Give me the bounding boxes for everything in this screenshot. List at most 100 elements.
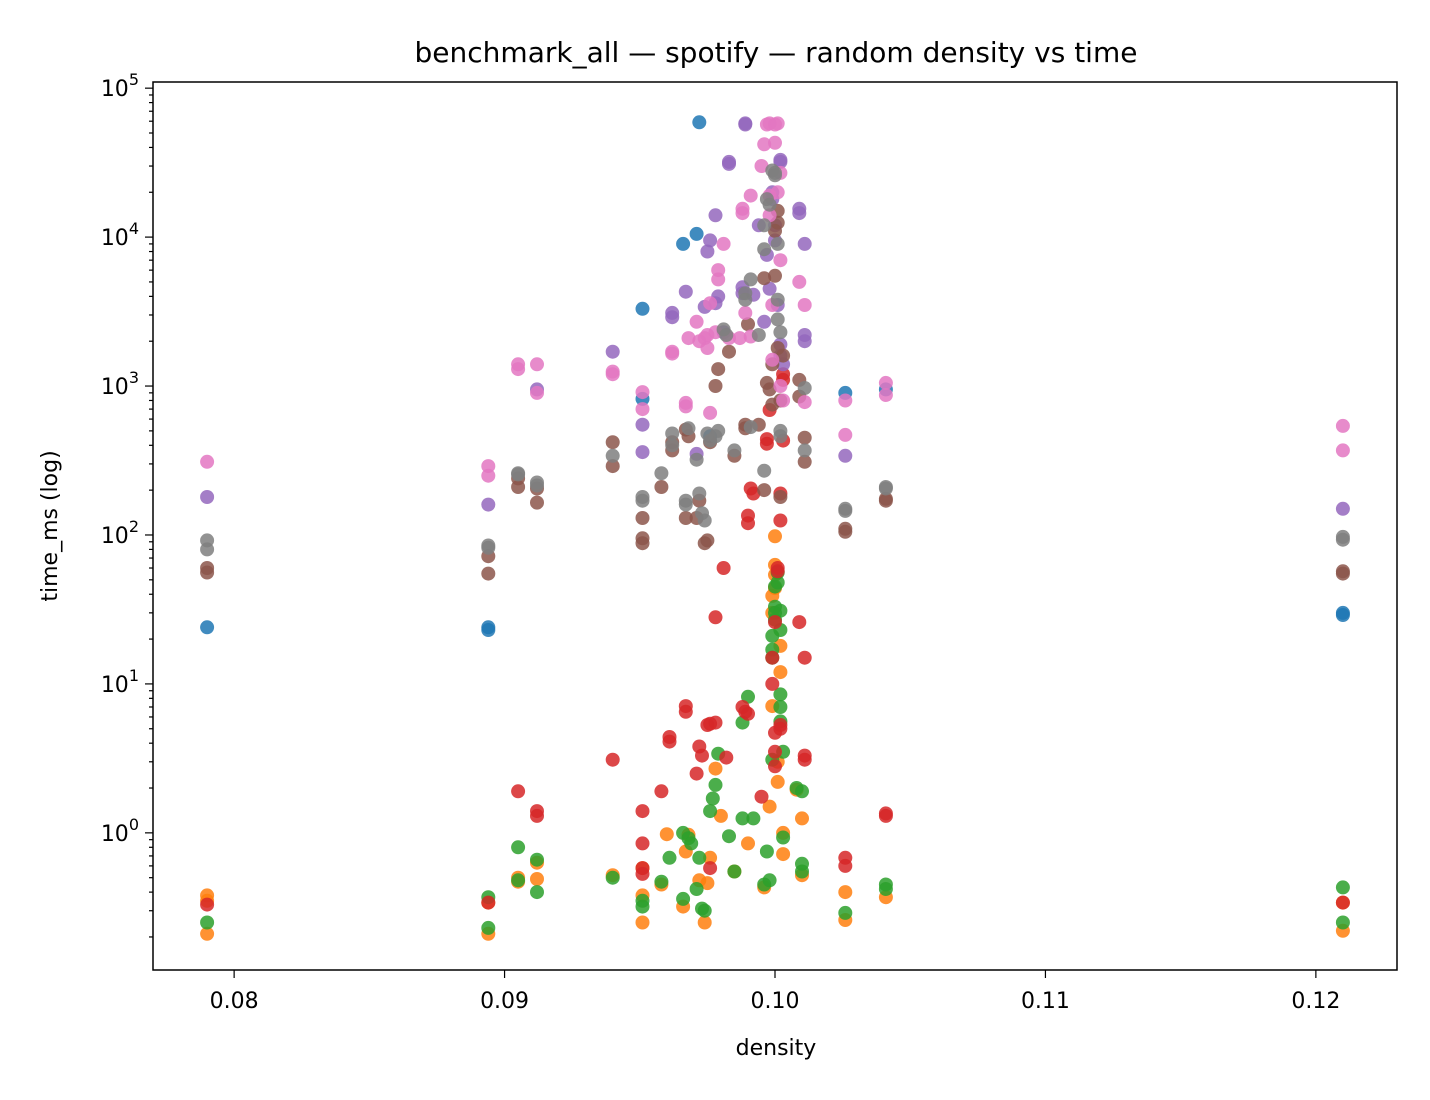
- data-point: [838, 393, 853, 408]
- data-point: [681, 331, 696, 346]
- data-point: [762, 799, 777, 814]
- data-point: [754, 789, 769, 804]
- data-point: [635, 804, 650, 819]
- data-point: [605, 459, 620, 474]
- x-tick-label: 0.09: [480, 989, 529, 1014]
- data-point: [530, 357, 544, 372]
- data-point: [708, 761, 723, 776]
- data-point: [689, 452, 704, 467]
- data-point: [838, 427, 853, 442]
- data-point: [635, 836, 650, 851]
- data-point: [878, 808, 893, 823]
- x-tick-label: 0.11: [1021, 989, 1070, 1014]
- data-point: [678, 284, 693, 299]
- data-point: [722, 344, 736, 359]
- data-point: [768, 744, 782, 759]
- data-point: [697, 903, 712, 918]
- data-point: [703, 296, 718, 311]
- data-point: [481, 920, 496, 935]
- data-point: [776, 847, 791, 862]
- data-point: [200, 926, 215, 941]
- data-point: [703, 861, 718, 876]
- data-point: [741, 836, 755, 851]
- data-point: [795, 811, 809, 826]
- data-point: [757, 242, 772, 257]
- data-point: [757, 483, 772, 498]
- data-point: [770, 575, 785, 590]
- data-point: [770, 185, 785, 200]
- data-point: [738, 286, 753, 301]
- data-point: [719, 750, 734, 765]
- data-point: [684, 836, 699, 851]
- data-point: [773, 379, 788, 393]
- data-point: [200, 897, 215, 912]
- data-point: [838, 905, 853, 920]
- data-point: [754, 159, 769, 173]
- y-tick-label: 102: [101, 517, 139, 549]
- y-axis-label: time_ms (log): [38, 450, 63, 601]
- data-point: [746, 811, 761, 826]
- data-point: [700, 244, 715, 259]
- data-point: [678, 704, 693, 719]
- data-point: [770, 236, 785, 251]
- data-point: [776, 348, 791, 363]
- data-point: [1335, 915, 1350, 930]
- data-point: [768, 135, 782, 150]
- data-point: [200, 561, 215, 575]
- data-point: [654, 480, 669, 494]
- data-point: [708, 777, 723, 792]
- data-point: [200, 490, 215, 504]
- data-point: [751, 328, 766, 342]
- data-point: [770, 774, 785, 789]
- data-point: [200, 915, 215, 930]
- data-point: [692, 486, 707, 501]
- data-point: [678, 511, 693, 525]
- data-point: [689, 766, 704, 781]
- data-point: [773, 325, 788, 340]
- y-tick-label: 100: [101, 815, 139, 847]
- data-point: [797, 381, 812, 395]
- data-point: [776, 830, 791, 845]
- points-layer: [200, 115, 1350, 941]
- data-point: [878, 882, 893, 896]
- data-point: [703, 233, 718, 248]
- data-point: [773, 603, 788, 618]
- y-tick-label: 105: [101, 70, 139, 102]
- data-point: [762, 382, 777, 397]
- y-tick-label: 101: [101, 666, 139, 698]
- data-point: [481, 623, 496, 637]
- data-point: [776, 393, 791, 408]
- data-point: [681, 421, 696, 436]
- data-point: [605, 870, 620, 885]
- data-point: [200, 620, 215, 635]
- data-point: [768, 168, 782, 183]
- data-point: [635, 866, 650, 881]
- data-point: [762, 873, 777, 888]
- data-point: [1335, 418, 1350, 433]
- data-point: [481, 538, 496, 553]
- data-point: [711, 423, 726, 438]
- data-point: [1335, 895, 1350, 910]
- y-tick-label: 103: [101, 368, 139, 400]
- data-point: [768, 268, 782, 283]
- data-point: [481, 468, 496, 483]
- data-point: [838, 524, 853, 539]
- data-point: [838, 503, 853, 518]
- data-point: [1335, 532, 1350, 547]
- data-point: [605, 344, 620, 359]
- data-point: [635, 301, 650, 316]
- data-point: [700, 876, 715, 891]
- data-point: [757, 137, 772, 152]
- data-point: [530, 495, 544, 510]
- data-point: [773, 687, 788, 702]
- data-point: [1335, 501, 1350, 516]
- data-point: [795, 784, 809, 799]
- data-point: [530, 478, 544, 493]
- y-tick-label: 104: [101, 219, 139, 251]
- data-point: [797, 650, 812, 665]
- data-point: [678, 399, 693, 414]
- data-point: [797, 430, 812, 445]
- data-point: [773, 721, 788, 736]
- data-point: [716, 561, 731, 575]
- data-point: [689, 882, 704, 896]
